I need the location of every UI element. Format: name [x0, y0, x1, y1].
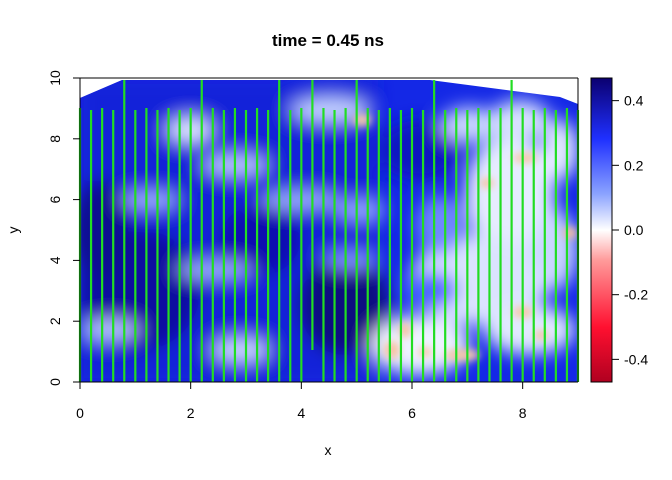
y-tick-label: 6 — [47, 195, 63, 203]
colorbar-tick-label: -0.4 — [624, 351, 648, 367]
x-tick-label: 6 — [408, 405, 416, 421]
colorbar-ticks: -0.4 -0.2 0.0 0.2 0.4 — [612, 93, 648, 367]
y-tick-label: 0 — [47, 378, 63, 386]
colorbar: -0.4 -0.2 0.0 0.2 0.4 — [590, 77, 648, 383]
x-tick-label: 4 — [297, 405, 305, 421]
colorbar-tick-label: 0.0 — [624, 222, 644, 238]
x-tick-label: 2 — [187, 405, 195, 421]
heatmap-field — [80, 80, 578, 382]
colorbar-tick-label: 0.4 — [624, 93, 644, 109]
y-tick-label: 4 — [47, 256, 63, 264]
chart-title: time = 0.45 ns — [272, 31, 384, 50]
y-tick-label: 10 — [47, 70, 63, 86]
overlay-lines — [78, 80, 580, 382]
colorbar-gradient — [590, 77, 613, 383]
y-axis: 0 2 4 6 8 10 — [47, 70, 81, 386]
x-axis-label: x — [325, 442, 332, 458]
colorbar-tick-label: 0.2 — [624, 157, 644, 173]
x-axis: 0 2 4 6 8 — [76, 381, 527, 421]
y-tick-label: 2 — [47, 317, 63, 325]
y-axis-label: y — [5, 227, 21, 234]
x-tick-label: 8 — [519, 405, 527, 421]
field-texture — [80, 80, 578, 382]
colorbar-tick-label: -0.2 — [624, 287, 648, 303]
y-tick-label: 8 — [47, 135, 63, 143]
x-tick-label: 0 — [76, 405, 84, 421]
